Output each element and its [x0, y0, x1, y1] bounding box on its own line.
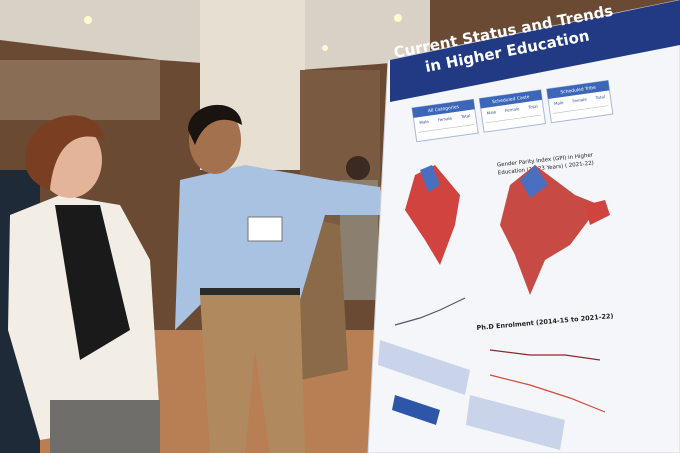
info-box — [378, 340, 470, 395]
table-column: Male — [554, 100, 565, 106]
trend-line — [489, 349, 601, 361]
table-heading: Scheduled Tribe — [560, 85, 596, 96]
ceiling-light — [84, 16, 92, 24]
table-header — [479, 89, 543, 109]
table-column: Total — [594, 94, 605, 100]
info-box — [392, 395, 440, 425]
ceiling-light — [322, 45, 328, 51]
india-map — [500, 165, 600, 295]
table-column: Female — [505, 106, 521, 113]
man-belt — [200, 288, 300, 296]
trend-line — [489, 374, 606, 413]
man-hair — [188, 104, 242, 145]
table-column: Male — [486, 109, 497, 115]
table-column: Female — [437, 115, 453, 122]
table-rule — [553, 105, 609, 114]
woman-trousers — [50, 400, 160, 453]
table-heading: Scheduled Caste — [492, 94, 530, 105]
table-column: Male — [419, 119, 430, 125]
ceiling-light — [394, 14, 402, 22]
trend-line — [394, 297, 466, 326]
india-map-region — [520, 165, 548, 198]
info-box — [466, 395, 565, 450]
woman-hair — [25, 115, 105, 190]
india-map-region — [585, 200, 610, 225]
woman-top — [55, 205, 130, 360]
man-trousers — [200, 295, 305, 453]
wall-panel — [0, 60, 160, 120]
india-map-region — [420, 165, 440, 192]
table-heading: All Categories — [428, 104, 460, 114]
poster-header — [390, 0, 680, 102]
table-column: Total — [460, 113, 471, 119]
table-rule — [418, 124, 474, 133]
table-header — [546, 80, 610, 99]
table-header — [412, 99, 475, 118]
india-map — [405, 165, 460, 265]
table-column: Female — [572, 97, 588, 104]
table-rule — [485, 114, 542, 124]
name-badge — [247, 216, 283, 242]
person-background-head — [346, 156, 370, 180]
table-column: Total — [527, 104, 538, 110]
